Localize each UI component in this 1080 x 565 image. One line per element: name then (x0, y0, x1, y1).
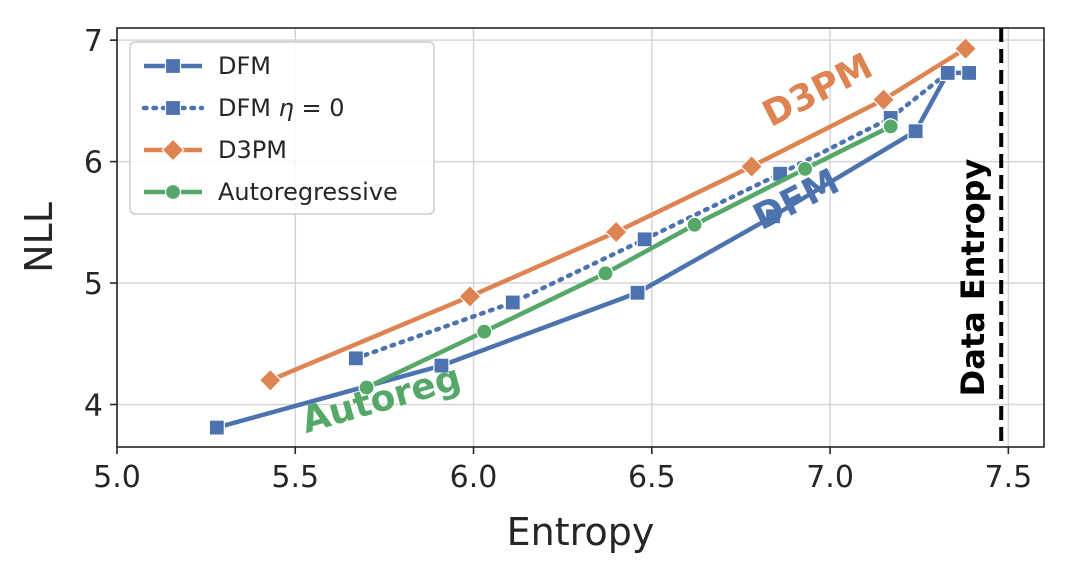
ticks-group: 5.0 5.5 6.0 6.5 7.0 7.5 4 5 6 7 (84, 24, 1032, 495)
data-point-marker (208, 419, 225, 436)
x-tick-label: 7.0 (806, 460, 854, 495)
data-point-marker (358, 379, 375, 396)
legend-entry: DFM η = 0 (141, 94, 344, 122)
data-entropy-label: Data Entropy (954, 159, 992, 397)
legend-label: DFM η = 0 (218, 94, 344, 122)
legend: DFM DFM η = 0 D3PM Autoregressive (129, 41, 435, 215)
data-point-marker (636, 231, 653, 248)
x-axis-label: Entropy (507, 510, 655, 554)
y-tick-label: 4 (84, 388, 103, 423)
data-point-marker (953, 36, 978, 61)
data-point-marker (939, 64, 956, 82)
legend-label: Autoregressive (218, 178, 398, 206)
series-group (208, 36, 978, 436)
series-2 (258, 36, 978, 392)
data-point-marker (597, 265, 614, 282)
series-line (269, 46, 967, 383)
data-point-marker (164, 57, 182, 75)
data-point-marker (161, 138, 185, 162)
series-line (353, 70, 950, 361)
data-point-marker (504, 294, 521, 311)
y-tick-label: 7 (84, 24, 103, 59)
series-3 (358, 118, 899, 396)
legend-label: D3PM (218, 136, 287, 164)
y-tick-label: 6 (84, 146, 103, 181)
y-axis-label: NLL (17, 202, 61, 273)
data-point-marker (433, 357, 450, 374)
x-tick-label: 5.0 (93, 460, 141, 495)
data-point-marker (604, 220, 628, 244)
data-point-marker (164, 183, 182, 201)
data-point-marker (164, 99, 182, 117)
data-point-marker (458, 284, 482, 309)
data-point-marker (797, 160, 814, 177)
legend-entry: D3PM (144, 136, 287, 164)
data-point-marker (347, 350, 364, 367)
series-line (365, 124, 892, 390)
x-tick-label: 6.5 (628, 460, 676, 495)
data-point-marker (629, 284, 646, 301)
legend-box (129, 41, 435, 215)
data-point-marker (686, 216, 703, 233)
x-tick-label: 7.5 (984, 460, 1032, 495)
legend-label: DFM (218, 52, 271, 80)
data-point-marker (764, 208, 782, 225)
legend-entry: Autoregressive (144, 178, 398, 206)
x-tick-label: 5.5 (271, 460, 319, 495)
legend-entry: DFM (144, 52, 271, 80)
x-tick-label: 6.0 (450, 460, 498, 495)
data-point-marker (907, 123, 924, 140)
data-point-marker (961, 64, 978, 82)
data-point-marker (258, 368, 282, 392)
data-point-marker (739, 154, 764, 179)
data-point-marker (476, 323, 493, 340)
plot-frame (116, 27, 1045, 448)
series-1 (347, 64, 956, 367)
data-entropy-line-group: Data Entropy (954, 28, 1004, 447)
y-tick-label: 5 (84, 267, 103, 302)
data-point-marker (871, 88, 896, 112)
data-point-marker (882, 118, 899, 135)
